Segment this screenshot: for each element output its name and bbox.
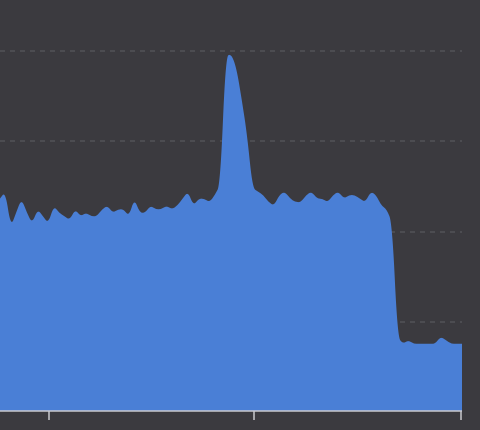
x-axis-ticks xyxy=(48,411,462,420)
series-area xyxy=(0,54,462,411)
